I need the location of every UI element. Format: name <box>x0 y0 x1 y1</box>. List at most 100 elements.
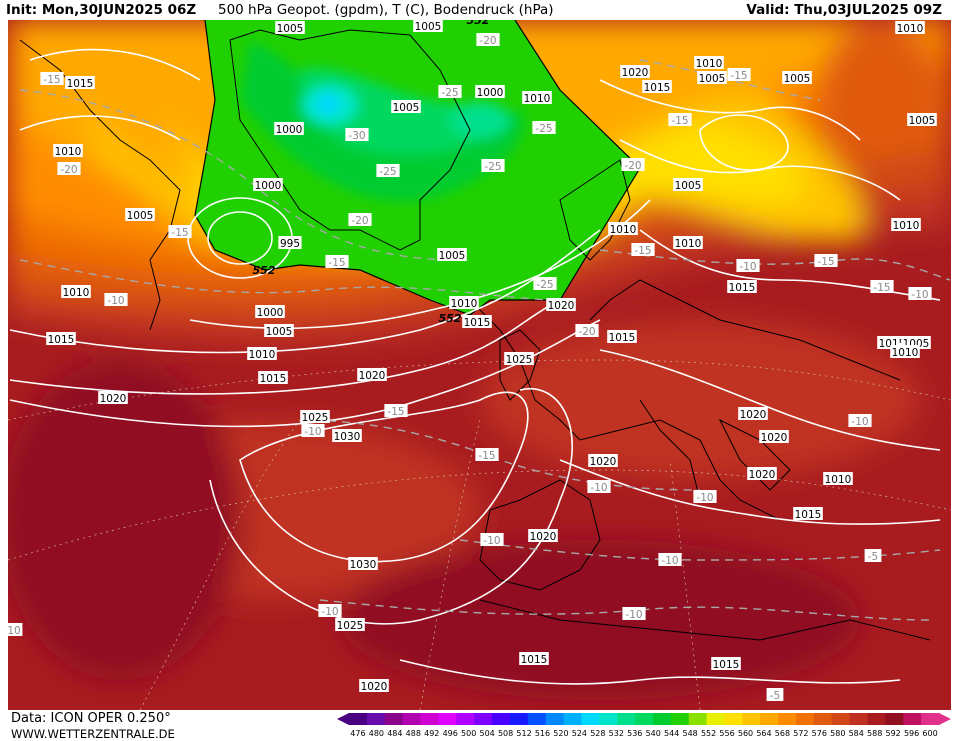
temperature-label: -25 <box>441 87 458 99</box>
legend-swatch <box>635 713 654 725</box>
init-time: Init: Mon,30JUN2025 06Z <box>6 2 197 18</box>
temperature-label: -15 <box>873 282 890 294</box>
legend-tick-label: 496 <box>443 729 458 738</box>
temperature-label-box <box>848 414 872 427</box>
temperature-label: -20 <box>60 164 77 176</box>
temperature-label: -15 <box>478 450 495 462</box>
legend-swatch <box>921 713 940 725</box>
legend-swatch <box>903 713 922 725</box>
temperature-label: -20 <box>624 160 641 172</box>
isobar-label-box <box>391 100 421 113</box>
temperature-label: -25 <box>536 279 553 291</box>
temperature-label-box <box>345 128 369 141</box>
legend-tick-label: 588 <box>867 729 882 738</box>
legend-tick-label: 520 <box>553 729 568 738</box>
isobar-label-box <box>823 472 853 485</box>
isobar-label: 1020 <box>548 300 575 312</box>
legend-tick-label: 476 <box>350 729 365 738</box>
temperature-labels: -15 -20 -15 -20 -25 -25 -30 -25 -25 -20 -15 -20 -15 -… <box>8 33 932 702</box>
isobar-label: 1010 <box>63 287 90 299</box>
isobar-label-box <box>65 76 95 89</box>
isobar-label: 1000 <box>255 180 282 192</box>
isobar-label: 1020 <box>749 469 776 481</box>
temperature-label-box <box>908 287 932 300</box>
legend-tick-label: 572 <box>793 729 808 738</box>
temperature-label: -10 <box>851 416 868 428</box>
isobar-label-box <box>413 20 443 32</box>
isobar-label: 995 <box>280 238 300 250</box>
temperature-label: -10 <box>590 482 607 494</box>
temperature-label-box <box>622 607 646 620</box>
isobar-label: 1010 <box>892 347 919 359</box>
isobar-label: 1010 <box>897 23 924 35</box>
isobar-label: 1010 <box>524 93 551 105</box>
legend-swatch <box>402 713 422 725</box>
temperature-label-box <box>318 604 342 617</box>
isobar-label-box <box>895 21 925 34</box>
isobar-label-box <box>673 178 703 191</box>
legend-swatch <box>742 713 761 725</box>
legend-arrow-right <box>939 713 951 725</box>
temperature-label: -25 <box>484 161 501 173</box>
isobar-label-box <box>278 236 302 249</box>
isobar-label-box <box>255 305 285 318</box>
isobars <box>9 48 941 685</box>
temperature-label: -10 <box>696 492 713 504</box>
temperature-label-box <box>384 404 408 417</box>
legend-tick-label: 556 <box>719 729 734 738</box>
isobar-label-box <box>53 144 83 157</box>
isobar-label: 1005 <box>277 23 304 35</box>
temperature-label: -10 <box>661 555 678 567</box>
isobar-labels: 1005 1015 1010 1000 1005 1000 1010 1000 1005 995 1… <box>46 20 937 693</box>
legend-swatch <box>349 713 368 725</box>
isobar-label-box <box>335 618 365 631</box>
legend-swatch <box>420 713 439 725</box>
temperature-label-box <box>168 225 192 238</box>
isobar-label-box <box>620 65 650 78</box>
legend-tick-label: 480 <box>369 729 384 738</box>
temperature-label: -10 <box>107 295 124 307</box>
isobar-label: 1005 <box>266 326 293 338</box>
isobar-label-box <box>46 332 76 345</box>
legend-swatch <box>706 713 725 725</box>
temperature-label-box <box>325 255 349 268</box>
isobar-label-box <box>608 222 638 235</box>
temperature-label-box <box>480 533 504 546</box>
isobar-label-box <box>274 122 304 135</box>
weather-map[interactable]: 1005 1015 1010 1000 1005 1000 1010 1000 1005 995 1… <box>8 20 951 710</box>
chart-header: Init: Mon,30JUN2025 06Z 500 hPa Geopot. … <box>0 0 959 20</box>
temperature-label-box <box>575 324 599 337</box>
isobar-label: 1000 <box>477 87 504 99</box>
temperature-label: -5 <box>770 690 780 702</box>
isobar-label: 1020 <box>761 432 788 444</box>
isotherms <box>19 59 951 621</box>
isobar-label: 1020 <box>590 456 617 468</box>
chart-footer: Data: ICON OPER 0.250° WWW.WETTERZENTRAL… <box>0 710 959 741</box>
temperature-label-box <box>668 113 692 126</box>
legend-tick-label: 552 <box>701 729 716 738</box>
legend-swatch <box>509 713 529 725</box>
isobar-label: 1010 <box>610 224 637 236</box>
isobar-label: 1005 <box>439 250 466 262</box>
color-legend: 476 480 484 488 492 496 500 504 508 512 516 520 524 5… <box>337 713 951 738</box>
legend-tick-label: 544 <box>664 729 679 738</box>
isobar-label: 1015 <box>260 373 287 385</box>
data-source: Data: ICON OPER 0.250° <box>11 711 171 726</box>
isobar-label: 1005 <box>127 210 154 222</box>
isobar-label-box <box>61 285 91 298</box>
isobar-label-box <box>793 507 823 520</box>
isobar-label-box <box>98 391 128 404</box>
isobar-label-box <box>462 315 492 328</box>
isobar-label-box <box>359 679 389 692</box>
isobar-label-box <box>449 296 479 309</box>
isobar-label-box <box>546 298 576 311</box>
isobar-label-box <box>475 85 505 98</box>
isobar-label: 1030 <box>334 431 361 443</box>
isobar-label-box <box>697 71 727 84</box>
temperature-label: -25 <box>535 123 552 135</box>
legend-swatch <box>438 713 457 725</box>
isobar-label-box <box>607 330 637 343</box>
legend-tick-label: 596 <box>904 729 919 738</box>
isobar-label: 1015 <box>729 282 756 294</box>
isobar-label: 1005 <box>393 102 420 114</box>
